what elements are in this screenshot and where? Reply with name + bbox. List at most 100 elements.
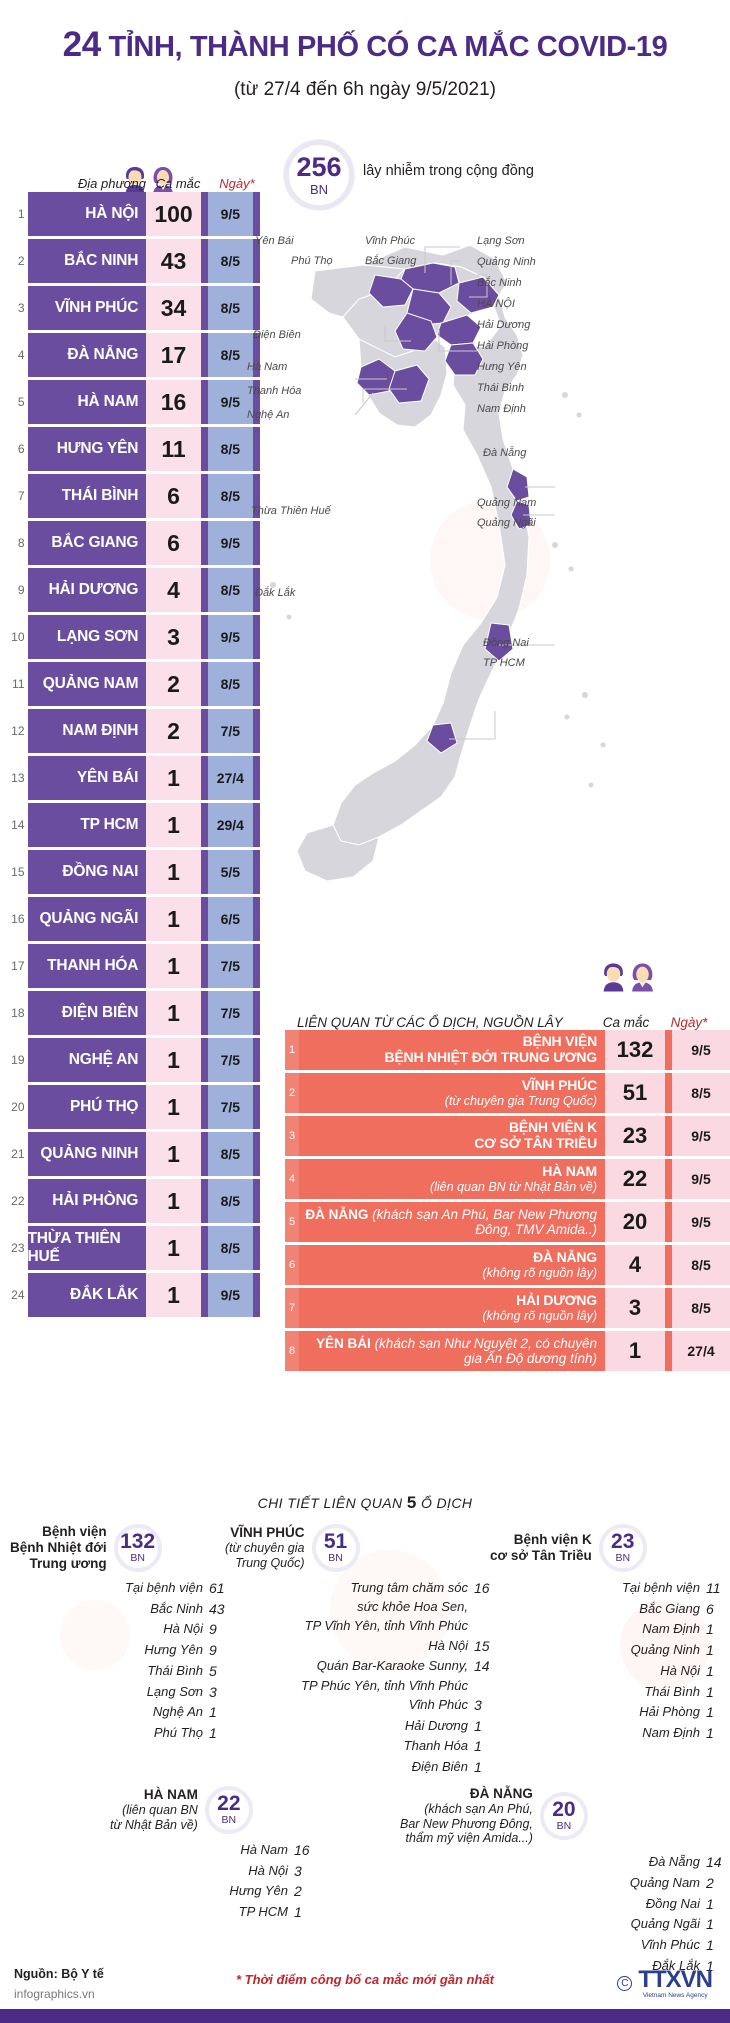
detail-item-value: 16 <box>294 1842 310 1858</box>
detail-block: VĨNH PHÚC (từ chuyên gia Trung Quốc) 51 BN Tr… <box>225 1524 490 1778</box>
row-province: PHÚ THỌ <box>27 1085 147 1129</box>
detail-item-value: 2 <box>294 1883 302 1900</box>
row-date: 9/5 <box>207 1273 254 1317</box>
map-label-hai-phong: Hải Phòng <box>477 340 529 352</box>
row-divider <box>200 897 208 941</box>
outbreak-row-divider <box>665 1116 672 1156</box>
row-cases: 1 <box>146 803 201 847</box>
detail-item: Hà Nam 16 <box>110 1840 310 1861</box>
row-divider <box>200 380 208 424</box>
row-divider <box>200 615 208 659</box>
detail-item-label: Bắc Giang <box>639 1600 700 1616</box>
vietnam-map: Yên Bái Phú Thọ Điện Biên Hà Nam Thanh H… <box>247 225 730 965</box>
detail-item-label: Thái Bình <box>644 1683 700 1699</box>
detail-item: Phú Thọ 1 <box>10 1723 225 1744</box>
row-cases: 3 <box>146 615 201 659</box>
detail-block-badge: 51 BN <box>311 1524 360 1572</box>
table-row: 6 HƯNG YÊN 11 8/5 <box>8 427 260 471</box>
detail-item: Điện Biên 1 <box>225 1757 490 1778</box>
detail-block-title: Bệnh viện Bệnh Nhiệt đới Trung ương <box>10 1524 107 1571</box>
detail-block-total: 23 <box>611 1530 635 1554</box>
row-divider <box>200 1273 208 1317</box>
row-date: 8/5 <box>207 1179 254 1223</box>
detail-block-badge: 132 BN <box>113 1524 162 1572</box>
detail-item-label: Nghệ An <box>152 1704 203 1720</box>
detail-item-label: Hưng Yên <box>144 1642 203 1658</box>
outbreak-row-date: 9/5 <box>672 1116 730 1156</box>
row-divider <box>200 521 208 565</box>
row-end-divider <box>253 568 260 612</box>
detail-item-value: 3 <box>474 1696 482 1713</box>
row-rank: 8 <box>17 536 25 550</box>
detail-item-value: 14 <box>474 1658 490 1675</box>
row-date: 8/5 <box>207 333 254 377</box>
row-end-divider <box>253 474 260 518</box>
row-end-divider <box>253 521 260 565</box>
place-header: Địa phương <box>77 176 146 191</box>
row-divider <box>200 850 208 894</box>
detail-block-list: Trung tâm chăm sóc sức khỏe Hoa Sen, TP Vĩ… <box>225 1578 490 1778</box>
map-label-da-nang: Đà Nẵng <box>483 447 527 459</box>
row-cases: 43 <box>146 239 201 283</box>
row-cases: 16 <box>146 380 201 424</box>
map-label-ha-nam: Hà Nam <box>247 361 288 373</box>
detail-item-label: Hải Phòng <box>639 1704 700 1720</box>
detail-item-value: 1 <box>706 1662 714 1679</box>
row-date: 8/5 <box>207 286 254 330</box>
detail-item-label: Vĩnh Phúc <box>408 1696 468 1712</box>
table-row: 1 HÀ NỘI 100 9/5 <box>8 192 260 236</box>
table-row: 8 BẮC GIANG 6 9/5 <box>8 521 260 565</box>
map-label-dak-lak: Đắk Lắk <box>255 587 296 599</box>
map-label-hai-duong: Hải Dương <box>477 319 531 331</box>
row-rank: 21 <box>11 1147 25 1161</box>
row-end-divider <box>253 380 260 424</box>
detail-item-label: Thanh Hóa <box>403 1738 468 1754</box>
outbreak-row-cases: 51 <box>605 1073 665 1113</box>
row-divider <box>200 239 208 283</box>
outbreak-row-num: 6 <box>285 1245 299 1285</box>
provinces-table-header: Địa phương Ca mắc Ngày* <box>8 170 260 192</box>
row-divider <box>200 1038 208 1082</box>
map-label-nam-dinh: Nam Định <box>477 403 526 415</box>
map-label-vinh-phuc: Vĩnh Phúc <box>365 235 416 247</box>
row-end-divider <box>253 427 260 471</box>
row-province: ĐÀ NẴNG <box>27 333 147 377</box>
detail-item-label: Thái Bình <box>147 1662 203 1678</box>
agency-name: TTXVN <box>638 1966 713 1993</box>
row-divider <box>200 427 208 471</box>
detail-section-heading: CHI TIẾT LIÊN QUAN 5 Ổ DỊCH <box>0 1493 730 1513</box>
detail-item-label: Tại bệnh viện <box>621 1580 700 1595</box>
row-divider <box>200 662 208 706</box>
row-divider <box>200 474 208 518</box>
row-divider <box>200 286 208 330</box>
detail-item-value: 14 <box>706 1854 722 1871</box>
outbreak-row-cases: 3 <box>605 1288 665 1328</box>
map-label-phu-tho: Phú Thọ <box>291 255 333 267</box>
detail-block-header: Bệnh viện Bệnh Nhiệt đới Trung ương 132 BN <box>10 1524 225 1572</box>
row-province: HƯNG YÊN <box>27 427 147 471</box>
row-divider <box>200 1085 208 1129</box>
detail-heading-number: 5 <box>406 1493 417 1512</box>
outbreak-row-num: 5 <box>285 1202 299 1242</box>
row-date: 8/5 <box>207 427 254 471</box>
detail-block-header: VĨNH PHÚC (từ chuyên gia Trung Quốc) 51 BN <box>225 1524 490 1572</box>
row-province: QUẢNG NGÃI <box>27 897 147 941</box>
outbreak-row-num: 4 <box>285 1159 299 1199</box>
row-divider <box>200 568 208 612</box>
detail-item-value: 43 <box>209 1600 225 1617</box>
row-rank: 4 <box>17 348 25 362</box>
site-label: infographics.vn <box>14 1987 95 2001</box>
detail-item-value: 1 <box>706 1937 714 1954</box>
detail-item-label: Hà Nam <box>240 1842 288 1857</box>
outbreak-row-date: 27/4 <box>672 1331 730 1371</box>
row-divider <box>200 709 208 753</box>
table-row: 15 ĐỒNG NAI 1 5/5 <box>8 850 260 894</box>
outbreak-row-num: 8 <box>285 1331 299 1371</box>
detail-item-label: Tại bệnh viện <box>124 1580 203 1595</box>
detail-item: Quảng Ngãi 1 <box>400 1914 722 1935</box>
row-end-divider <box>253 192 260 236</box>
detail-item: Nam Định 1 <box>490 1723 722 1744</box>
row-divider <box>200 756 208 800</box>
detail-item: Hà Nội 1 <box>490 1661 722 1682</box>
table-row: 2 BẮC NINH 43 8/5 <box>8 239 260 283</box>
